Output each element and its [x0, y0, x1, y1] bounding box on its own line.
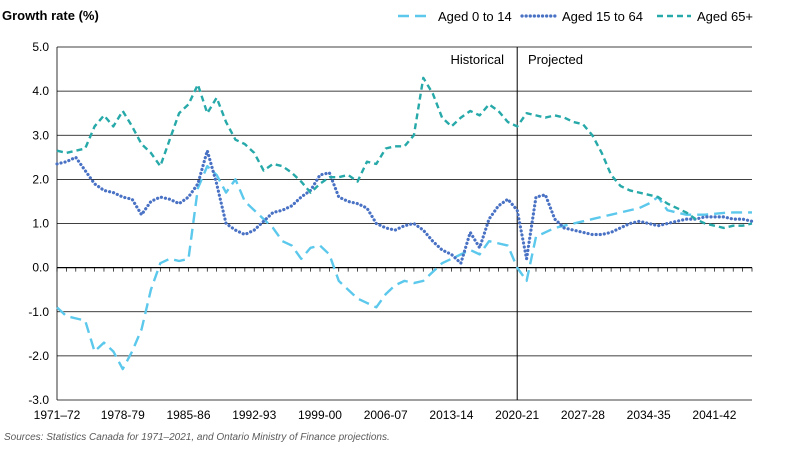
legend-label-2: Aged 15 to 64 — [562, 9, 643, 24]
x-tick-label: 2034-35 — [627, 408, 671, 422]
y-tick-label: 5.0 — [32, 40, 49, 54]
x-tick-label: 1992-93 — [232, 408, 276, 422]
x-tick-label: 1978-79 — [101, 408, 145, 422]
y-axis-title: Growth rate (%) — [2, 8, 99, 23]
legend-label-3: Aged 65+ — [697, 9, 753, 24]
x-tick-label: 2041-42 — [692, 408, 736, 422]
x-tick-label: 2027-28 — [561, 408, 605, 422]
historical-label: Historical — [451, 52, 505, 67]
y-tick-label: -1.0 — [28, 305, 49, 319]
y-tick-label: -2.0 — [28, 349, 49, 363]
y-tick-label: 4.0 — [32, 84, 49, 98]
source-note: Sources: Statistics Canada for 1971–2021… — [4, 432, 390, 443]
series-line-1 — [56, 164, 752, 371]
x-tick-label: 2013-14 — [429, 408, 473, 422]
gridlines — [57, 46, 752, 401]
legend-label-1: Aged 0 to 14 — [438, 9, 512, 24]
axes: -3.0 -2.0 -1.0 0.0 1.0 2.0 3.0 4.0 5.0 1971–72 197… — [28, 40, 753, 422]
y-tick-label: 0.0 — [32, 261, 49, 275]
x-tick-label: 2006-07 — [364, 408, 408, 422]
y-tick-label: -3.0 — [28, 393, 49, 407]
series-line-2 — [55, 149, 754, 265]
x-tick-label: 1999-00 — [298, 408, 342, 422]
y-tick-label: 3.0 — [32, 128, 49, 142]
series-line-3 — [56, 76, 753, 230]
projected-label: Projected — [528, 52, 583, 67]
legend: Aged 0 to 14 Aged 15 to 64 Aged 65+ — [398, 9, 753, 24]
y-tick-label: 2.0 — [32, 172, 49, 186]
series-lines — [55, 76, 754, 371]
y-tick-label: 1.0 — [32, 217, 49, 231]
x-tick-label: 2020-21 — [495, 408, 539, 422]
x-tick-label: 1971–72 — [34, 408, 81, 422]
x-tick-label: 1985-86 — [166, 408, 210, 422]
